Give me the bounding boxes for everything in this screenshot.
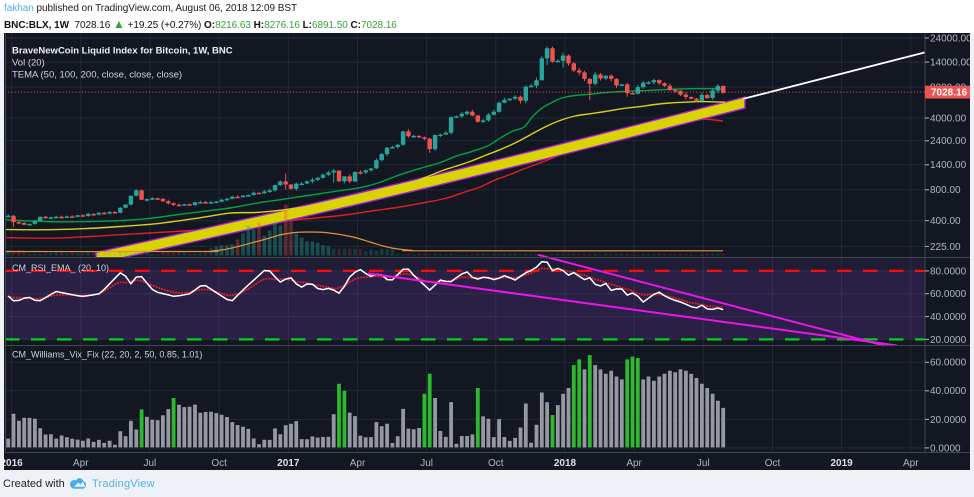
svg-text:2018: 2018: [554, 458, 577, 469]
svg-text:Jul: Jul: [144, 458, 157, 469]
svg-text:20.0000: 20.0000: [930, 415, 967, 426]
svg-text:1400.00: 1400.00: [930, 160, 967, 171]
svg-text:Vol (20): Vol (20): [12, 57, 45, 68]
svg-text:Apr: Apr: [350, 458, 366, 469]
svg-text:40.0000: 40.0000: [930, 386, 967, 397]
svg-text:40.0000: 40.0000: [930, 312, 967, 323]
svg-text:Jul: Jul: [420, 458, 433, 469]
svg-text:800.00: 800.00: [930, 185, 961, 196]
svg-text:80.0000: 80.0000: [930, 266, 967, 277]
svg-text:24000.00: 24000.00: [930, 33, 970, 44]
svg-text:Oct: Oct: [765, 458, 781, 469]
svg-text:2400.00: 2400.00: [930, 136, 967, 147]
svg-text:4000.00: 4000.00: [930, 113, 967, 124]
svg-text:2016: 2016: [4, 458, 23, 469]
svg-text:20.0000: 20.0000: [930, 335, 967, 346]
svg-text:60.0000: 60.0000: [930, 358, 967, 369]
svg-text:14000.00: 14000.00: [930, 58, 970, 69]
svg-text:2019: 2019: [830, 458, 853, 469]
svg-text:Jul: Jul: [697, 458, 710, 469]
svg-text:2017: 2017: [277, 458, 300, 469]
svg-text:Apr: Apr: [73, 458, 89, 469]
svg-text:0.0000: 0.0000: [930, 443, 961, 454]
svg-text:225.00: 225.00: [930, 242, 961, 253]
svg-text:Apr: Apr: [903, 458, 919, 469]
svg-text:CM_Williams_Vix_Fix (22, 20, 2: CM_Williams_Vix_Fix (22, 20, 2, 50, 0.85…: [12, 350, 202, 360]
svg-text:TEMA (50, 100, 200, close, clo: TEMA (50, 100, 200, close, close, close): [12, 70, 182, 81]
svg-text:CM_RSI_EMA_ (20, 10): CM_RSI_EMA_ (20, 10): [12, 263, 109, 273]
svg-text:Oct: Oct: [488, 458, 504, 469]
svg-text:Oct: Oct: [211, 458, 227, 469]
svg-text:7028.16: 7028.16: [931, 87, 968, 98]
svg-text:Apr: Apr: [626, 458, 642, 469]
svg-text:BraveNewCoin Liquid Index for: BraveNewCoin Liquid Index for Bitcoin, 1…: [12, 46, 233, 57]
svg-text:400.00: 400.00: [930, 216, 961, 227]
svg-text:60.0000: 60.0000: [930, 289, 967, 300]
